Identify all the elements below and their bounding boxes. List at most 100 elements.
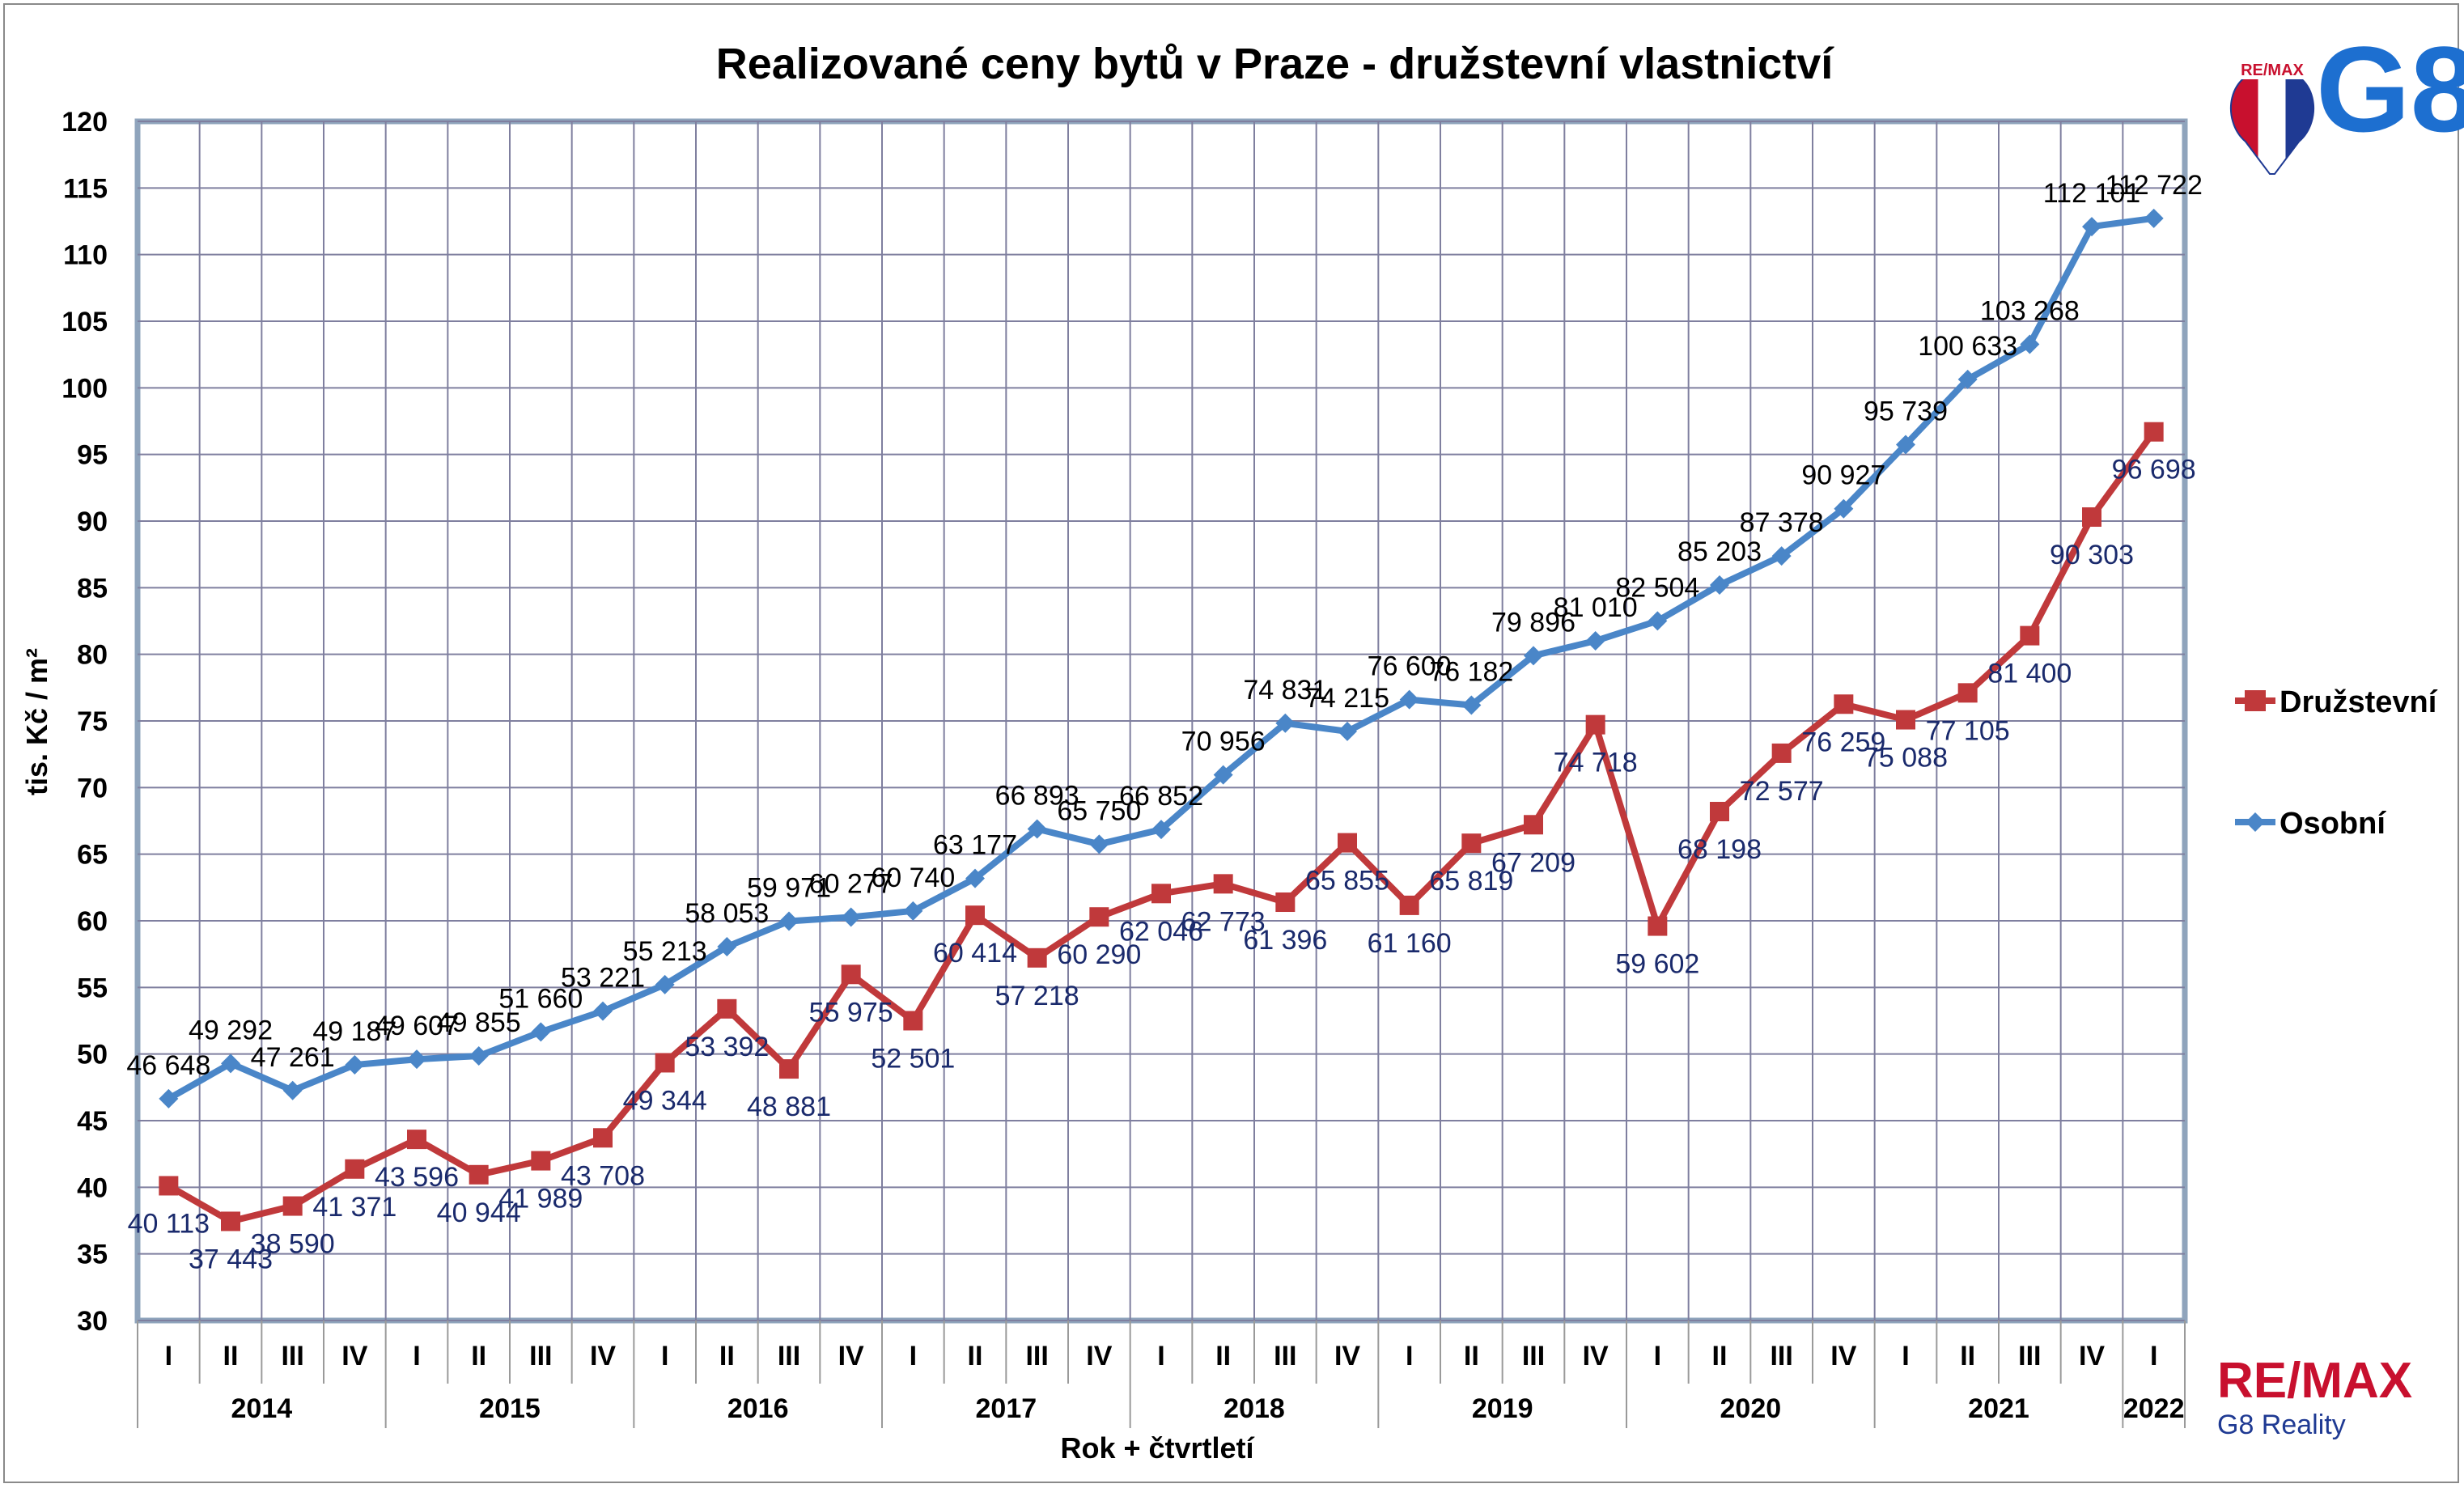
data-point-osobni bbox=[1834, 498, 1854, 519]
x-tick-year: 2021 bbox=[1968, 1393, 2029, 1424]
data-point-druzstevni bbox=[1648, 916, 1668, 936]
data-label-osobni: 60 740 bbox=[871, 863, 955, 893]
legend-label-osobni: Osobní bbox=[2280, 807, 2386, 841]
data-label-osobni: 79 896 bbox=[1491, 607, 1576, 638]
x-tick-quarter: III bbox=[1770, 1341, 1792, 1371]
data-label-osobni: 70 956 bbox=[1181, 727, 1266, 757]
data-label-osobni: 49 187 bbox=[312, 1016, 397, 1047]
data-point-osobni bbox=[717, 937, 737, 957]
data-point-osobni bbox=[1771, 546, 1792, 566]
x-tick-quarter: II bbox=[1960, 1341, 1975, 1371]
legend-item-druzstevni: Družstevní bbox=[2235, 685, 2438, 719]
data-point-osobni bbox=[1089, 834, 1109, 854]
data-point-druzstevni bbox=[2082, 507, 2101, 528]
data-label-osobni: 66 893 bbox=[995, 780, 1079, 811]
legend-marker-osobni bbox=[2246, 812, 2265, 832]
data-label-druzstevni: 61 396 bbox=[1243, 925, 1327, 956]
x-tick-quarter: IV bbox=[1334, 1341, 1360, 1371]
data-label-druzstevni: 77 105 bbox=[1926, 715, 2010, 746]
data-point-druzstevni bbox=[593, 1128, 613, 1148]
data-label-osobni: 74 215 bbox=[1305, 683, 1389, 714]
y-tick-label: 90 bbox=[77, 507, 108, 537]
chart-title: Realizované ceny bytů v Praze - družstev… bbox=[716, 40, 1835, 88]
data-point-osobni bbox=[1151, 820, 1171, 840]
data-label-osobni: 76 600 bbox=[1368, 651, 1452, 682]
x-axis-label: Rok + čtvrtletí bbox=[1060, 1431, 1254, 1465]
x-tick-quarter: IV bbox=[838, 1341, 864, 1371]
data-label-osobni: 95 739 bbox=[1864, 396, 1948, 426]
data-label-osobni: 53 221 bbox=[561, 963, 645, 994]
x-tick-quarter: I bbox=[1157, 1341, 1164, 1371]
data-point-druzstevni bbox=[2144, 422, 2164, 442]
data-label-osobni: 58 053 bbox=[685, 898, 769, 929]
data-point-druzstevni bbox=[1027, 947, 1047, 968]
data-label-osobni: 51 660 bbox=[498, 983, 583, 1014]
y-tick-label: 35 bbox=[77, 1240, 108, 1270]
x-tick-year: 2019 bbox=[1472, 1393, 1533, 1424]
data-point-osobni bbox=[2082, 217, 2101, 237]
data-label-osobni: 47 261 bbox=[251, 1042, 335, 1073]
data-label-druzstevni: 48 881 bbox=[747, 1092, 831, 1122]
data-label-osobni: 82 504 bbox=[1615, 572, 1699, 603]
data-point-druzstevni bbox=[1213, 874, 1233, 894]
data-point-druzstevni bbox=[469, 1164, 489, 1185]
data-point-druzstevni bbox=[1771, 743, 1792, 763]
data-label-druzstevni: 60 290 bbox=[1057, 939, 1141, 970]
x-tick-quarter: IV bbox=[590, 1341, 616, 1371]
data-point-osobni bbox=[1710, 574, 1729, 595]
data-label-druzstevni: 40 944 bbox=[437, 1198, 521, 1228]
data-label-osobni: 100 633 bbox=[1918, 331, 2017, 362]
footer-remax-text: RE/MAX bbox=[2217, 1353, 2412, 1409]
data-point-druzstevni bbox=[1710, 802, 1729, 822]
data-label-druzstevni: 53 392 bbox=[685, 1032, 769, 1062]
data-point-osobni bbox=[2020, 334, 2040, 354]
legend-label-druzstevni: Družstevní bbox=[2280, 685, 2438, 719]
x-axis: I II III IV I II III IV I II III IV I II III IV I II III IV… bbox=[137, 1321, 2186, 1428]
x-tick-quarter: IV bbox=[1086, 1341, 1112, 1371]
data-point-osobni bbox=[469, 1046, 489, 1066]
data-label-druzstevni: 76 259 bbox=[1801, 727, 1885, 757]
x-tick-quarter: IV bbox=[2079, 1341, 2105, 1371]
data-point-druzstevni bbox=[1524, 815, 1543, 835]
x-tick-quarter: III bbox=[778, 1341, 800, 1371]
y-tick-label: 60 bbox=[77, 906, 108, 937]
data-point-osobni bbox=[221, 1053, 240, 1074]
x-tick-quarter: IV bbox=[1830, 1341, 1856, 1371]
x-tick-quarter: I bbox=[1654, 1341, 1661, 1371]
data-point-druzstevni bbox=[717, 998, 737, 1019]
balloon-text: RE/MAX bbox=[2241, 61, 2304, 79]
y-tick-label: 55 bbox=[77, 973, 108, 1003]
x-tick-year: 2017 bbox=[976, 1393, 1037, 1424]
y-tick-label: 40 bbox=[77, 1172, 108, 1203]
data-label-druzstevni: 55 975 bbox=[809, 997, 893, 1028]
data-point-druzstevni bbox=[1957, 683, 1978, 703]
data-point-druzstevni bbox=[1151, 884, 1171, 904]
data-point-osobni bbox=[282, 1080, 303, 1100]
data-point-osobni bbox=[903, 901, 923, 921]
data-point-osobni bbox=[1957, 369, 1978, 389]
data-label-osobni: 65 750 bbox=[1057, 795, 1141, 826]
data-point-druzstevni bbox=[1338, 833, 1357, 853]
y-tick-label: 85 bbox=[77, 573, 108, 604]
x-tick-quarter: III bbox=[281, 1341, 303, 1371]
data-label-druzstevni: 90 303 bbox=[2050, 540, 2134, 570]
data-label-osobni: 46 648 bbox=[126, 1050, 210, 1081]
data-point-osobni bbox=[345, 1055, 365, 1075]
data-label-osobni: 112 722 bbox=[2105, 170, 2202, 201]
x-tick-quarter: II bbox=[1215, 1341, 1231, 1371]
data-point-osobni bbox=[1585, 631, 1605, 651]
data-label-osobni: 49 292 bbox=[189, 1015, 273, 1045]
data-label-druzstevni: 59 602 bbox=[1615, 949, 1699, 980]
data-label-druzstevni: 65 855 bbox=[1305, 866, 1389, 897]
data-point-osobni bbox=[1275, 713, 1296, 733]
footer-reality-text: G8 Reality bbox=[2217, 1410, 2346, 1440]
x-tick-quarter: III bbox=[1274, 1341, 1296, 1371]
data-label-osobni: 81 010 bbox=[1554, 592, 1638, 623]
data-label-osobni: 55 213 bbox=[623, 936, 707, 967]
data-label-druzstevni: 41 371 bbox=[312, 1192, 397, 1223]
data-point-osobni bbox=[779, 911, 799, 931]
data-label-druzstevni: 67 209 bbox=[1491, 847, 1576, 878]
data-point-osobni bbox=[1461, 695, 1482, 715]
legend: Družstevní Osobní bbox=[2235, 685, 2438, 841]
data-point-druzstevni bbox=[1461, 833, 1482, 854]
